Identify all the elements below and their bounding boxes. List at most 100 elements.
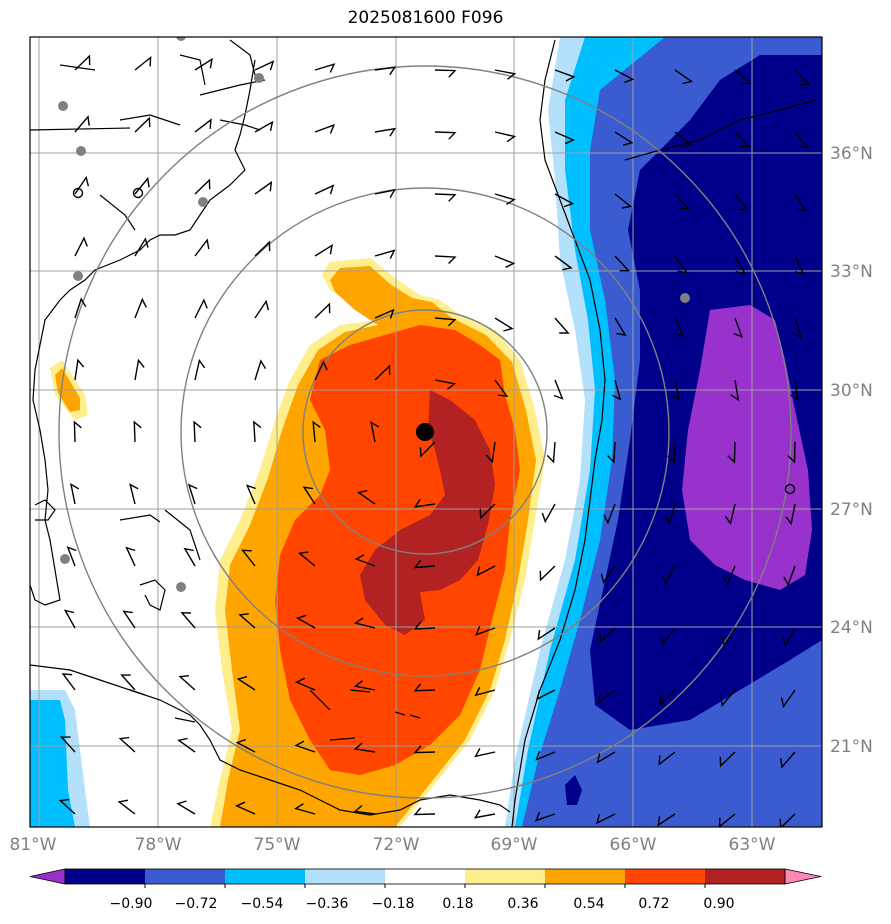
- map-plot-area: [30, 37, 822, 827]
- wind-barb: [600, 565, 616, 584]
- wind-barb: [178, 675, 196, 691]
- wind-barb: [434, 131, 457, 140]
- wind-barb: [194, 118, 212, 133]
- colorbar-swatch: [465, 869, 545, 884]
- wind-barb: [657, 813, 676, 827]
- colorbar-extend-min: [29, 868, 66, 885]
- wind-barb: [554, 317, 570, 334]
- wind-barb: [374, 188, 396, 199]
- wind-barb: [494, 131, 517, 143]
- wind-barb: [73, 420, 82, 443]
- wind-barb: [180, 612, 196, 629]
- wind-barb: [554, 131, 576, 145]
- wind-barb: [734, 193, 749, 211]
- wind-barb: [730, 379, 740, 402]
- lon-label: 69°W: [491, 835, 538, 855]
- wind-barb: [494, 69, 517, 80]
- wind-barb: [314, 63, 336, 73]
- wind-barb: [614, 193, 633, 209]
- wind-barb: [674, 255, 688, 274]
- wind-barb: [254, 60, 275, 71]
- wind-barb: [183, 547, 196, 567]
- wind-barb: [733, 317, 744, 339]
- wind-barb: [785, 503, 796, 526]
- wind-barb: [194, 57, 213, 71]
- wind-barb: [479, 503, 496, 520]
- wind-barb: [294, 803, 316, 815]
- wind-barb: [434, 255, 457, 264]
- wind-barb: [194, 358, 206, 381]
- colorbar-label: −0.90: [110, 896, 153, 912]
- lat-label: 21°N: [830, 737, 873, 757]
- wind-barb: [58, 798, 76, 815]
- wind-barb: [413, 498, 436, 508]
- wind-barb: [599, 627, 616, 644]
- wind-barb: [534, 811, 556, 822]
- wind-barb: [794, 193, 808, 212]
- hollow-markers: [72, 187, 796, 495]
- colorbar-label: −0.72: [175, 896, 218, 912]
- wind-barb: [254, 120, 274, 133]
- wind-barb: [674, 317, 685, 338]
- wind-barb: [473, 809, 496, 819]
- wind-barb: [789, 379, 799, 402]
- coastlines: [30, 39, 816, 827]
- colorbar-swatch: [225, 869, 305, 884]
- colorbar-label: 0.18: [442, 896, 473, 912]
- wind-barb: [614, 69, 635, 84]
- wind-barb: [234, 801, 256, 815]
- wind-barb: [297, 551, 316, 567]
- wind-barb: [61, 673, 76, 691]
- lon-label: 72°W: [373, 835, 420, 855]
- wind-barb: [541, 503, 556, 524]
- wind-barb: [176, 800, 196, 815]
- wind-barb: [674, 131, 693, 147]
- wind-barb: [792, 317, 803, 339]
- wind-barb: [245, 484, 256, 505]
- wind-barb: [779, 813, 796, 827]
- wind-barb: [374, 249, 396, 259]
- colorbar-label: 0.72: [638, 896, 669, 912]
- wind-barb: [314, 243, 333, 257]
- wind-barb: [133, 420, 142, 443]
- dark-blue-pocket: [565, 775, 582, 805]
- colorbar-swatch: [625, 869, 705, 884]
- wind-barb: [794, 69, 811, 86]
- wind-barb: [664, 503, 676, 525]
- wind-barb: [74, 115, 90, 133]
- wind-barb: [236, 676, 256, 691]
- wind-barb: [721, 627, 736, 647]
- wind-barb: [413, 683, 436, 692]
- wind-barb: [658, 751, 676, 766]
- wind-barb: [734, 69, 752, 85]
- wind-barb: [413, 559, 436, 569]
- wind-barb: [194, 298, 208, 319]
- wind-barb: [553, 379, 564, 400]
- wind-barb: [74, 54, 91, 71]
- wind-barb: [474, 748, 496, 758]
- wind-barb: [603, 503, 616, 525]
- wind-barb: [294, 677, 316, 691]
- dark-red-contour: [360, 390, 495, 635]
- wind-barb: [614, 255, 631, 272]
- longitude-labels: 81°W 78°W 75°W 72°W 69°W 66°W 63°W: [10, 835, 776, 855]
- colorbar-swatch: [305, 869, 385, 884]
- storm-center-marker: [416, 423, 434, 441]
- wind-barb: [596, 813, 616, 825]
- wind-barb: [187, 483, 198, 505]
- wind-barb: [134, 55, 152, 71]
- plot-frame: [29, 36, 823, 828]
- wind-barb: [719, 751, 736, 768]
- wind-barb: [74, 297, 87, 319]
- colorbar-swatch: [545, 869, 625, 884]
- lon-label: 81°W: [10, 835, 57, 855]
- wind-barb: [370, 420, 380, 443]
- wind-barbs: [58, 54, 811, 827]
- wind-barb: [374, 364, 391, 381]
- wind-barb: [661, 565, 676, 586]
- range-rings: [58, 65, 792, 799]
- wind-barb: [434, 379, 457, 390]
- wind-barb: [356, 489, 376, 505]
- wind-barb: [312, 420, 321, 443]
